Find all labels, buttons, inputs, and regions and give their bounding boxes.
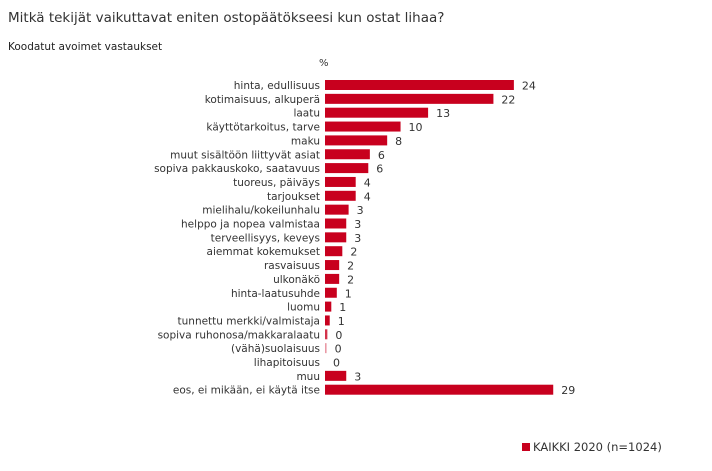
chart-subtitle: Koodatut avoimet vastaukset (8, 41, 163, 53)
data-label: 3 (354, 232, 361, 245)
data-label: 8 (395, 135, 402, 148)
bar (325, 176, 356, 187)
legend: KAIKKI 2020 (n=1024) (522, 440, 662, 454)
bar (325, 163, 369, 174)
category-label: maku (291, 135, 320, 147)
category-label: sopiva ruhonosa/makkaralaatu (158, 329, 320, 341)
data-label: 1 (338, 315, 345, 328)
data-label: 24 (522, 80, 536, 93)
data-label: 6 (378, 149, 385, 162)
category-label: helppo ja nopea valmistaa (181, 219, 320, 231)
data-label: 0 (333, 357, 340, 370)
category-label: aiemmat kokemukset (207, 246, 320, 258)
bar (325, 370, 347, 381)
category-label: tuoreus, päiväys (233, 177, 320, 189)
data-label: 3 (354, 218, 361, 231)
data-label: 3 (354, 370, 361, 383)
unit-label: % (319, 58, 329, 69)
bar (325, 301, 332, 312)
category-label: kotimaisuus, alkuperä (205, 94, 320, 106)
data-label: 22 (501, 93, 515, 106)
bar (325, 260, 340, 271)
data-label: 0 (335, 343, 342, 356)
bar (325, 135, 388, 146)
data-label: 29 (561, 384, 575, 397)
data-label: 4 (364, 190, 371, 203)
category-label: rasvaisuus (264, 260, 320, 272)
bar (325, 107, 429, 118)
data-label: 4 (364, 176, 371, 189)
category-label: muu (296, 371, 320, 383)
category-label: (vähä)suolaisuus (231, 343, 320, 355)
data-label: 10 (409, 121, 423, 134)
category-label: muut sisältöön liittyvät asiat (170, 149, 320, 161)
data-label: 6 (376, 163, 383, 176)
legend-swatch (522, 443, 530, 451)
bar (325, 80, 514, 90)
data-label: 2 (350, 246, 357, 259)
category-label: mielihalu/kokeilunhalu (202, 205, 320, 217)
bar (325, 384, 554, 395)
category-label: laatu (293, 108, 320, 120)
category-label: hinta, edullisuus (234, 80, 320, 92)
bar (325, 121, 401, 132)
bar (325, 315, 330, 326)
bar (325, 287, 337, 298)
bar (325, 93, 494, 104)
category-label: käyttötarkoitus, tarve (206, 122, 320, 134)
category-label: ulkonäkö (273, 274, 320, 286)
category-label: sopiva pakkauskoko, saatavuus (154, 163, 320, 175)
data-label: 2 (347, 260, 354, 273)
data-label: 13 (436, 107, 450, 120)
bar (325, 149, 370, 160)
bar (325, 246, 343, 257)
category-label: tarjoukset (267, 191, 320, 203)
data-label: 2 (347, 273, 354, 286)
legend-label: KAIKKI 2020 (n=1024) (533, 440, 662, 454)
data-label: 0 (335, 329, 342, 342)
bar (325, 329, 328, 340)
category-label: eos, ei mikään, ei käytä itse (173, 385, 320, 397)
bar (325, 204, 349, 215)
bar (325, 190, 356, 201)
category-label: terveellisyys, keveys (211, 232, 320, 244)
category-label: lihapitoisuus (254, 357, 320, 369)
data-label: 1 (339, 301, 346, 314)
data-label: 3 (357, 204, 364, 217)
bar (325, 343, 327, 354)
category-label: tunnettu merkki/valmistaja (178, 315, 320, 327)
data-label: 1 (345, 287, 352, 300)
bar (325, 232, 347, 243)
category-label: luomu (287, 302, 320, 314)
bar (325, 218, 347, 229)
category-label: hinta-laatusuhde (231, 288, 320, 300)
chart-title: Mitkä tekijät vaikuttavat eniten ostopää… (8, 10, 445, 26)
bar (325, 273, 340, 284)
